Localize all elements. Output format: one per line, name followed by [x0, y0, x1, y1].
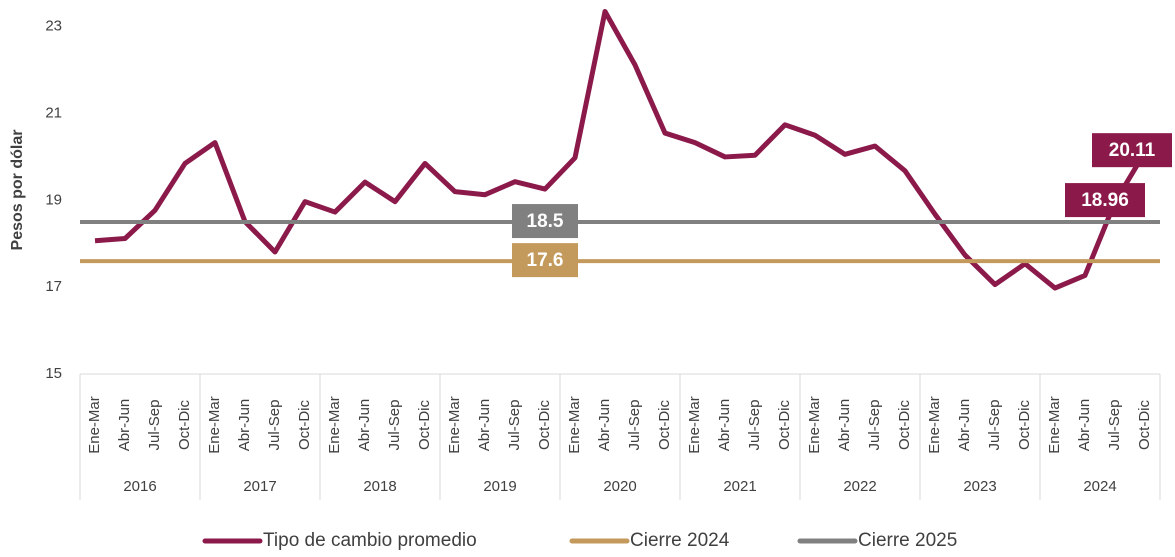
x-tick-label: Ene-Mar	[686, 396, 703, 454]
group-label: 2016	[123, 478, 156, 495]
legend-label: Cierre 2025	[858, 530, 957, 551]
x-tick-label: Oct-Dic	[1136, 400, 1153, 450]
x-tick-label: Abr-Jun	[236, 399, 253, 452]
data-label: 18.96	[1081, 190, 1129, 211]
x-tick-label: Ene-Mar	[1046, 396, 1063, 454]
group-label: 2019	[483, 478, 516, 495]
x-tick-label: Oct-Dic	[416, 400, 433, 450]
y-tick-label: 21	[45, 104, 62, 121]
group-label: 2017	[243, 478, 276, 495]
y-axis-label: Pesos por dólar	[9, 130, 26, 251]
x-tick-label: Oct-Dic	[176, 400, 193, 450]
group-label: 2021	[723, 478, 756, 495]
group-label: 2023	[963, 478, 996, 495]
x-tick-label: Jul-Sep	[866, 400, 883, 451]
data-label-box	[512, 243, 578, 278]
x-tick-label: Ene-Mar	[86, 396, 103, 454]
x-tick-label: Oct-Dic	[1016, 400, 1033, 450]
x-tick-label: Oct-Dic	[896, 400, 913, 450]
data-line	[94, 9, 1148, 291]
legend-label: Tipo de cambio promedio	[263, 530, 477, 551]
y-tick-label: 23	[45, 18, 62, 35]
x-tick-label: Ene-Mar	[566, 396, 583, 454]
x-tick-label: Abr-Jun	[476, 399, 493, 452]
x-tick-label: Ene-Mar	[326, 396, 343, 454]
group-label: 2024	[1083, 478, 1116, 495]
x-tick-label: Abr-Jun	[116, 399, 133, 452]
x-tick-label: Abr-Jun	[356, 399, 373, 452]
legend-label: Cierre 2024	[630, 530, 730, 551]
y-tick-label: 17	[45, 278, 62, 295]
x-tick-label: Ene-Mar	[806, 396, 823, 454]
x-tick-label: Jul-Sep	[986, 400, 1003, 451]
x-tick-label: Oct-Dic	[296, 400, 313, 450]
x-tick-label: Jul-Sep	[386, 400, 403, 451]
x-tick-label: Jul-Sep	[1106, 400, 1123, 451]
data-label: 17.6	[527, 250, 564, 271]
x-tick-label: Ene-Mar	[446, 396, 463, 454]
data-label-box	[512, 204, 578, 239]
x-tick-label: Ene-Mar	[206, 396, 223, 454]
group-label: 2020	[603, 478, 636, 495]
y-tick-label: 19	[45, 191, 62, 208]
x-tick-label: Abr-Jun	[716, 399, 733, 452]
x-tick-label: Jul-Sep	[266, 400, 283, 451]
group-label: 2022	[843, 478, 876, 495]
x-tick-label: Abr-Jun	[1076, 399, 1093, 452]
x-tick-label: Oct-Dic	[536, 400, 553, 450]
data-label-box	[1092, 133, 1172, 168]
y-tick-label: 15	[45, 365, 62, 382]
x-tick-label: Ene-Mar	[926, 396, 943, 454]
x-tick-label: Jul-Sep	[506, 400, 523, 451]
x-tick-label: Abr-Jun	[956, 399, 973, 452]
data-label-box	[1065, 183, 1145, 218]
x-tick-label: Oct-Dic	[656, 400, 673, 450]
x-tick-label: Abr-Jun	[596, 399, 613, 452]
data-label: 18.5	[527, 211, 564, 232]
x-tick-label: Oct-Dic	[776, 400, 793, 450]
x-tick-label: Jul-Sep	[746, 400, 763, 451]
x-tick-label: Jul-Sep	[626, 400, 643, 451]
data-label: 20.11	[1109, 140, 1156, 161]
x-tick-label: Jul-Sep	[146, 400, 163, 451]
x-tick-label: Abr-Jun	[836, 399, 853, 452]
group-label: 2018	[363, 478, 396, 495]
